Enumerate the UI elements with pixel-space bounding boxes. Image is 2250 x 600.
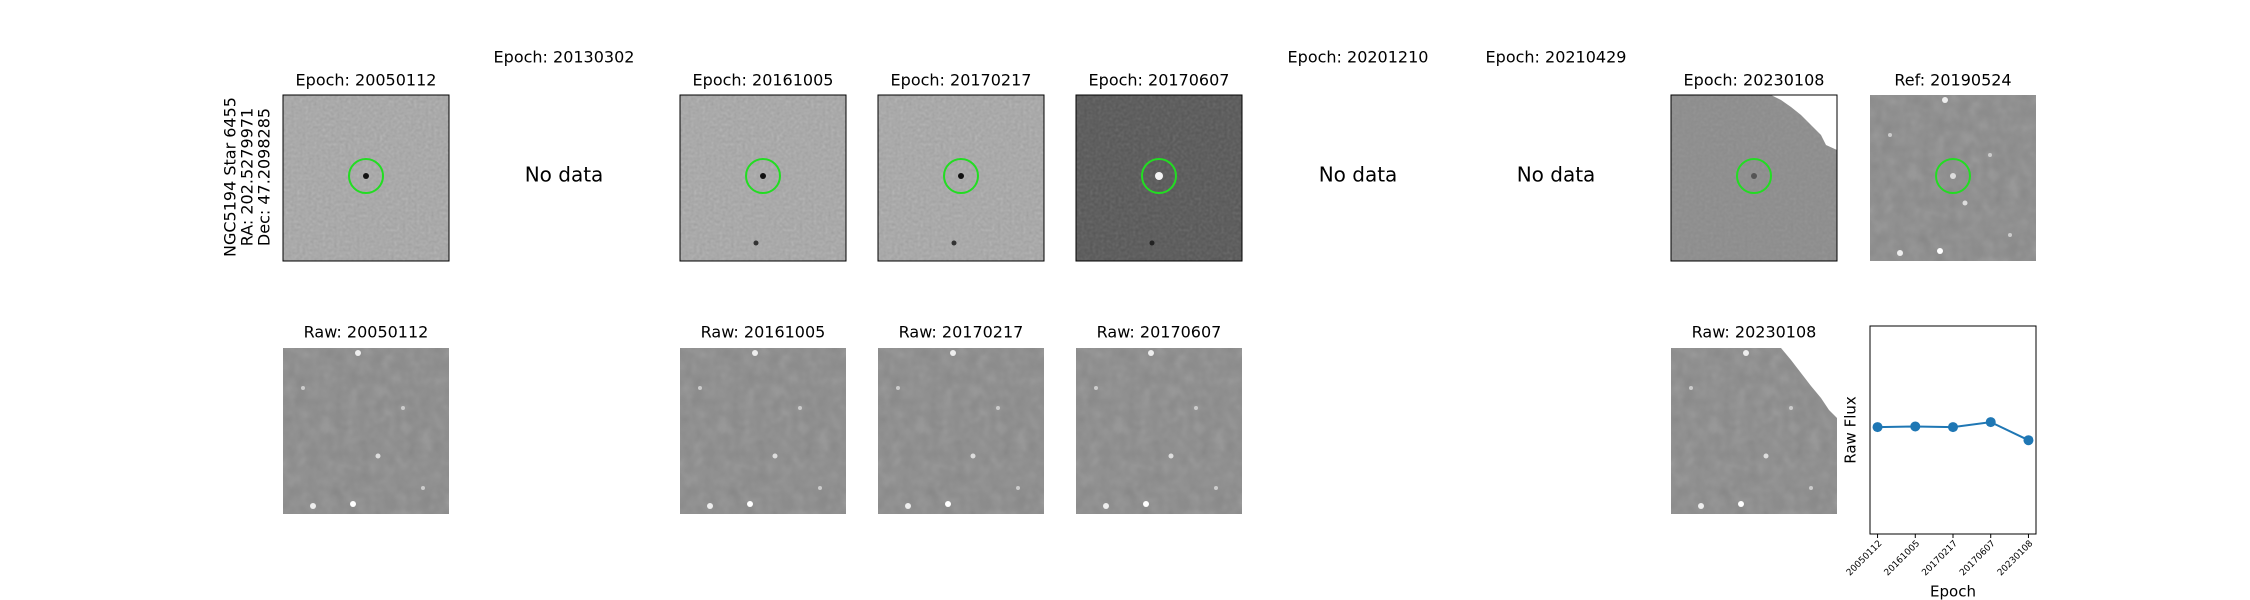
epoch-panel: Epoch: 20170607	[1075, 71, 1243, 262]
panel-title: Epoch: 20161005	[693, 71, 834, 90]
point	[2023, 435, 2034, 446]
panel-title: Epoch: 20130302	[494, 48, 635, 67]
raw-panel: Raw: 20050112	[283, 323, 449, 514]
epoch-panel: Epoch: 20230108	[1670, 71, 1838, 262]
y-axis-label: Raw Flux	[1842, 396, 1860, 464]
x-tick-label: 20170217	[1920, 539, 1959, 578]
epoch-panel: Ref: 20190524	[1870, 71, 2036, 261]
panel-title: Raw: 20230108	[1692, 323, 1817, 342]
epoch-panel: Epoch: 20130302 No data	[494, 48, 635, 187]
raw-panel: Raw: 20161005	[680, 323, 846, 514]
no-data: No data	[1319, 163, 1398, 187]
point	[1872, 422, 1883, 433]
star-name: NGC5194 Star 6455	[221, 97, 240, 257]
panel-title: Epoch: 20230108	[1684, 71, 1825, 90]
point	[1910, 421, 1921, 432]
no-data: No data	[1517, 163, 1596, 187]
point	[1948, 422, 1958, 433]
star-dec: Dec: 47.2098285	[255, 108, 274, 246]
x-tick-label: 20230108	[1996, 539, 2036, 579]
x-tick-label: 20170607	[1958, 539, 1997, 578]
raw-panel: Raw: 20230108	[1671, 323, 1837, 514]
panel-title: Epoch: 20210429	[1486, 48, 1627, 67]
epoch-panel: Epoch: 20170217	[877, 71, 1045, 262]
epoch-panel: Epoch: 20210429 No data	[1486, 48, 1627, 187]
star-ra: RA: 202.5279971	[238, 108, 257, 247]
star-info: NGC5194 Star 6455 RA: 202.5279971 Dec: 4…	[221, 97, 274, 257]
epoch-panel: Epoch: 20161005	[679, 71, 847, 262]
panel-title: Epoch: 20201210	[1288, 48, 1429, 67]
x-axis-label: Epoch	[1930, 583, 1976, 600]
no-data: No data	[525, 163, 604, 187]
x-tick-label: 20050112	[1845, 539, 1884, 578]
panel-title: Raw: 20170607	[1097, 323, 1222, 342]
panel-title: Raw: 20050112	[304, 323, 429, 342]
x-tick-label: 20161005	[1883, 539, 1922, 578]
panel-title: Raw: 20161005	[701, 323, 826, 342]
epoch-panel: Epoch: 20050112	[282, 71, 450, 262]
panel-title: Epoch: 20170217	[891, 71, 1032, 90]
panel-title: Epoch: 20050112	[296, 71, 437, 90]
point	[1985, 417, 1996, 428]
panel-title: Ref: 20190524	[1894, 71, 2011, 90]
raw-panel: Raw: 20170607	[1076, 323, 1242, 514]
raw-panel: Raw: 20170217	[878, 323, 1044, 514]
epoch-panel: Epoch: 20201210 No data	[1288, 48, 1429, 187]
panel-title: Raw: 20170217	[899, 323, 1024, 342]
line-chart: Raw Flux Epoch 2005011220161005201702172…	[1842, 325, 2037, 600]
panel-title: Epoch: 20170607	[1089, 71, 1230, 90]
